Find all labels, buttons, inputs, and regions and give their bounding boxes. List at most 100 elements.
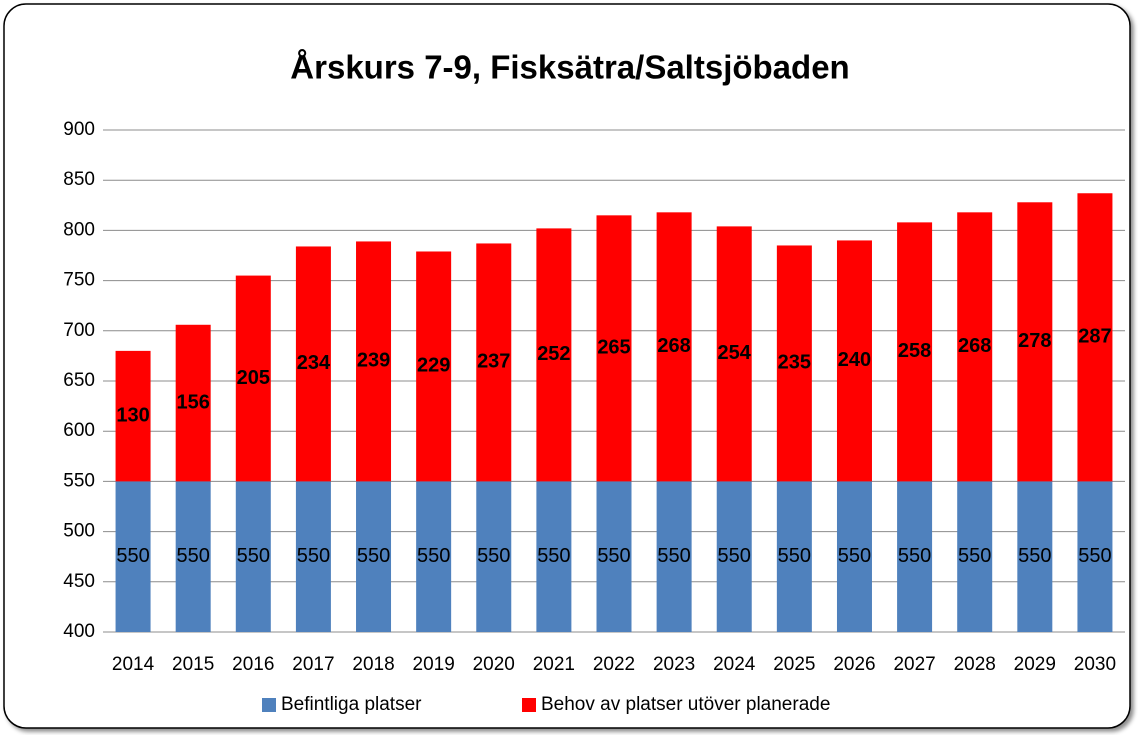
bar-segment xyxy=(235,481,271,632)
value-label: 550 xyxy=(477,545,510,567)
bar-segment xyxy=(115,350,151,482)
bar-segment xyxy=(356,481,392,632)
x-tick-label: 2030 xyxy=(1074,654,1116,675)
bar-segment xyxy=(476,243,512,482)
x-tick-label: 2023 xyxy=(653,654,695,675)
x-tick-label: 2019 xyxy=(413,654,455,675)
bar-segment xyxy=(356,241,392,482)
value-label: 550 xyxy=(657,545,690,567)
value-label: 156 xyxy=(176,391,209,413)
bar-segment xyxy=(656,481,692,632)
x-tick-label: 2015 xyxy=(172,654,214,675)
value-label: 205 xyxy=(237,367,270,389)
value-label: 550 xyxy=(176,545,209,567)
bar-segment xyxy=(476,481,512,632)
bar-segment xyxy=(596,481,632,632)
y-tick-label: 500 xyxy=(63,521,95,542)
x-tick-label: 2022 xyxy=(593,654,635,675)
value-label: 254 xyxy=(718,342,752,364)
value-label: 550 xyxy=(1018,545,1051,567)
bar-segment xyxy=(1017,202,1053,482)
bar-segment xyxy=(416,251,452,482)
legend-label: Befintliga platser xyxy=(281,694,422,715)
value-label: 234 xyxy=(297,352,331,374)
x-tick-label: 2016 xyxy=(232,654,274,675)
bar-segment xyxy=(776,245,812,482)
x-tick-label: 2029 xyxy=(1014,654,1056,675)
value-label: 550 xyxy=(838,545,871,567)
bar-segment xyxy=(536,481,572,632)
bar-segment xyxy=(235,275,271,482)
x-tick-label: 2018 xyxy=(352,654,394,675)
value-label: 278 xyxy=(1018,330,1051,352)
value-label: 258 xyxy=(898,340,931,362)
value-label: 550 xyxy=(237,545,270,567)
bar-segment xyxy=(957,481,993,632)
value-label: 550 xyxy=(898,545,931,567)
bar-segment xyxy=(836,240,872,482)
value-label: 550 xyxy=(357,545,390,567)
bar-segment xyxy=(1077,193,1113,482)
x-tick-label: 2024 xyxy=(713,654,756,675)
value-label: 265 xyxy=(597,337,630,359)
bar-segment xyxy=(716,226,752,482)
value-label: 239 xyxy=(357,350,390,372)
value-label: 252 xyxy=(537,343,570,365)
bar-segment xyxy=(776,481,812,632)
bar-segment xyxy=(1017,481,1053,632)
y-tick-label: 800 xyxy=(63,219,95,240)
value-label: 550 xyxy=(537,545,570,567)
value-label: 229 xyxy=(417,355,450,377)
bar-segment xyxy=(115,481,151,632)
value-label: 240 xyxy=(838,349,871,371)
bar-segment xyxy=(897,222,933,482)
x-tick-label: 2020 xyxy=(473,654,515,675)
x-tick-label: 2014 xyxy=(112,654,155,675)
value-label: 550 xyxy=(597,545,630,567)
value-label: 130 xyxy=(116,404,149,426)
y-tick-label: 550 xyxy=(63,470,95,491)
y-tick-label: 450 xyxy=(63,571,95,592)
bar-segment xyxy=(416,481,452,632)
x-tick-label: 2025 xyxy=(773,654,815,675)
value-label: 550 xyxy=(1078,545,1111,567)
x-tick-label: 2021 xyxy=(533,654,575,675)
y-tick-label: 850 xyxy=(63,169,95,190)
x-tick-label: 2027 xyxy=(893,654,935,675)
value-label: 268 xyxy=(958,335,991,357)
x-tick-label: 2028 xyxy=(954,654,996,675)
y-tick-label: 750 xyxy=(63,270,95,291)
bar-segment xyxy=(596,215,632,482)
legend-swatch xyxy=(522,698,536,712)
bar-segment xyxy=(836,481,872,632)
value-label: 550 xyxy=(297,545,330,567)
bar-segment xyxy=(897,481,933,632)
y-tick-label: 650 xyxy=(63,370,95,391)
y-tick-label: 900 xyxy=(63,119,95,140)
value-label: 268 xyxy=(657,335,690,357)
y-tick-label: 700 xyxy=(63,320,95,341)
bar-segment xyxy=(175,324,211,482)
y-tick-label: 400 xyxy=(63,621,95,642)
bar-segment xyxy=(295,481,331,632)
value-label: 550 xyxy=(417,545,450,567)
y-tick-label: 600 xyxy=(63,420,95,441)
value-label: 550 xyxy=(958,545,991,567)
value-label: 550 xyxy=(718,545,751,567)
bar-segment xyxy=(1077,481,1113,632)
x-tick-label: 2026 xyxy=(833,654,875,675)
x-tick-label: 2017 xyxy=(292,654,334,675)
bar-segment xyxy=(295,246,331,482)
value-label: 237 xyxy=(477,351,510,373)
bar-segment xyxy=(536,228,572,482)
bar-segment xyxy=(175,481,211,632)
bar-segment xyxy=(957,212,993,482)
bar-segment xyxy=(716,481,752,632)
chart-title: Årskurs 7-9, Fisksätra/Saltsjöbaden xyxy=(290,49,849,86)
bar-segment xyxy=(656,212,692,482)
value-label: 550 xyxy=(116,545,149,567)
value-label: 550 xyxy=(778,545,811,567)
legend-swatch xyxy=(262,698,276,712)
legend-label: Behov av platser utöver planerade xyxy=(541,694,830,715)
